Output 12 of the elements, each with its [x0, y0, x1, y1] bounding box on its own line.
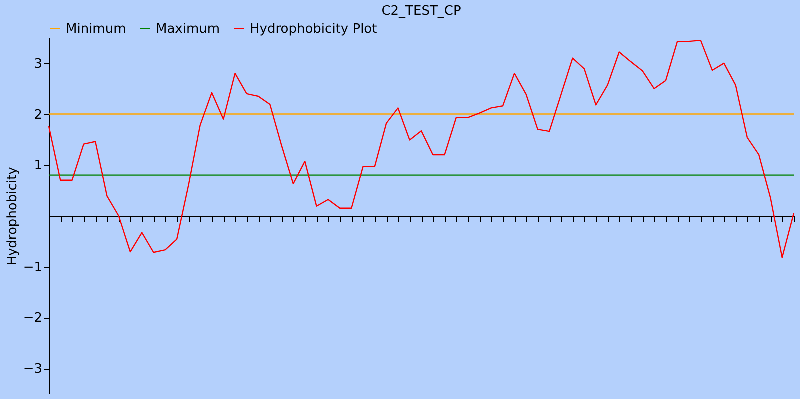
y-tick-label: 3	[34, 56, 42, 72]
y-tick-label: −1	[23, 260, 42, 276]
line-series	[48, 40, 795, 258]
y-tick-label: 1	[34, 158, 42, 174]
legend-label: Maximum	[156, 22, 220, 37]
y-tick-label: −2	[23, 311, 42, 326]
legend-label: Minimum	[66, 22, 126, 37]
y-tick-label: 2	[34, 108, 42, 123]
y-axis-title: Hydrophobicity	[5, 166, 20, 266]
y-tick-label: −3	[23, 362, 42, 378]
chart-title: C2_TEST_CP	[382, 4, 462, 19]
legend-label: Hydrophobicity Plot	[250, 22, 378, 37]
